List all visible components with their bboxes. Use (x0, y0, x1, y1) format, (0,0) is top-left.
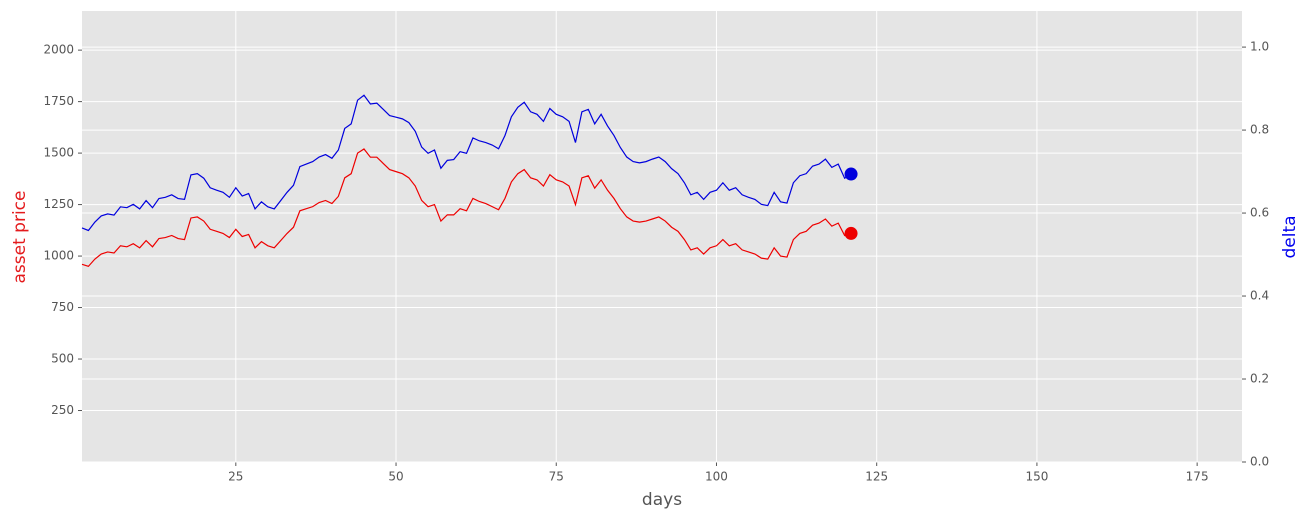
y-tick-label: 750 (51, 300, 74, 314)
y2-axis-label: delta (1280, 215, 1300, 258)
plot-area (82, 11, 1242, 462)
y2-tick-label: 0.6 (1250, 206, 1269, 220)
y2-tick-label: 1.0 (1250, 40, 1269, 54)
x-tick-label: 25 (228, 470, 243, 484)
y-tick-label: 500 (51, 352, 74, 366)
x-tick-label: 75 (549, 470, 564, 484)
y-tick-label: 250 (51, 403, 74, 417)
line-series (81, 94, 852, 232)
y2-tick-label: 0.0 (1250, 455, 1269, 469)
x-tick-label: 150 (1025, 470, 1048, 484)
x-tick-label: 50 (388, 470, 403, 484)
line-series (81, 148, 852, 268)
y-axis-label: asset price (10, 191, 30, 284)
end-marker (844, 226, 858, 240)
end-marker (844, 167, 858, 181)
y2-tick-label: 0.8 (1250, 123, 1269, 137)
y-tick-label: 1750 (43, 94, 74, 108)
x-tick-label: 100 (705, 470, 728, 484)
x-tick-label: 175 (1186, 470, 1209, 484)
y-tick-label: 1000 (43, 249, 74, 263)
y2-tick-label: 0.2 (1250, 372, 1269, 386)
y-tick-label: 1500 (43, 146, 74, 160)
x-axis-label: days (642, 490, 682, 510)
y2-tick-label: 0.4 (1250, 289, 1269, 303)
y-tick-label: 1250 (43, 197, 74, 211)
x-tick-label: 125 (865, 470, 888, 484)
y-tick-label: 2000 (43, 43, 74, 57)
